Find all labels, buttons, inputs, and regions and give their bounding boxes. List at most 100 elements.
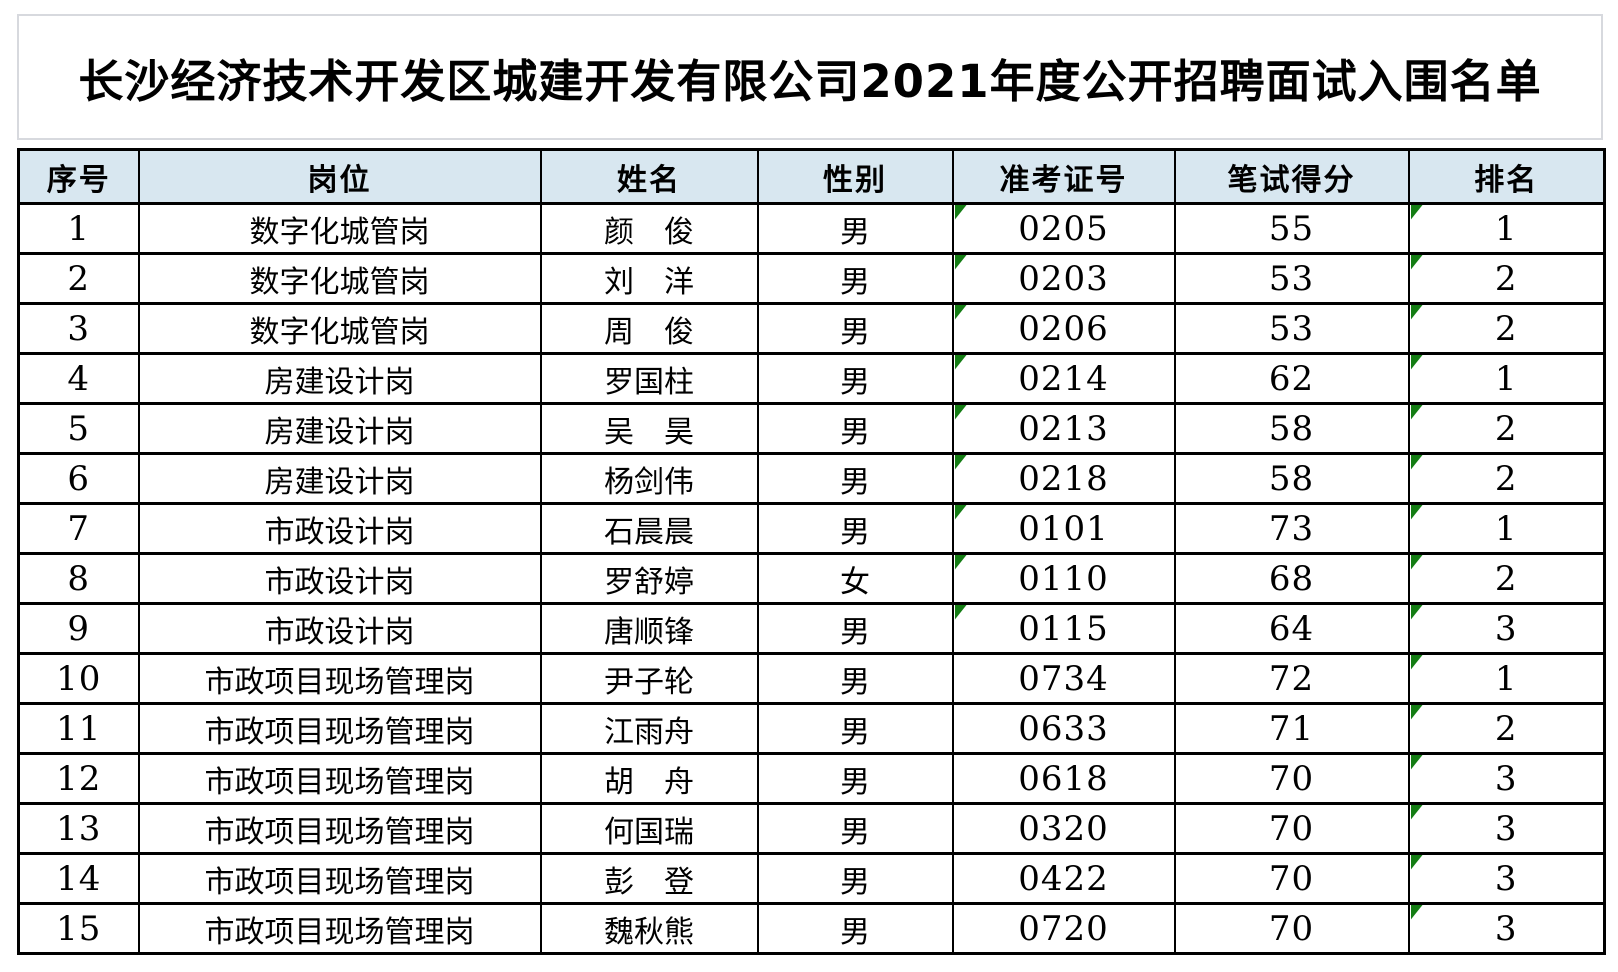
cell-ticket-text: 0422 [1018,858,1109,899]
header-row: 序号 岗位 姓名 性别 准考证号 笔试得分 排名 [17,148,1606,205]
cell-rank-text: 3 [1494,758,1518,799]
cell-rank: 1 [1407,202,1606,255]
cell-ticket-text: 0205 [1018,208,1109,249]
cell-gender: 男 [756,352,954,405]
cell-ticket-text: 0734 [1018,658,1109,699]
cell-index: 3 [17,302,140,355]
cell-index-text: 8 [67,558,91,599]
cell-position: 市政项目现场管理岗 [137,652,542,705]
column-header-rank: 排名 [1407,148,1606,205]
cell-rank: 1 [1407,652,1606,705]
cell-position: 房建设计岗 [137,452,542,505]
cell-score-text: 72 [1268,658,1315,699]
cell-position: 市政项目现场管理岗 [137,902,542,955]
cell-ticket: 0206 [951,302,1176,355]
cell-ticket-text: 0203 [1018,258,1109,299]
cell-position-text: 市政设计岗 [264,614,415,650]
cell-index-text: 14 [56,858,102,899]
cell-ticket-text: 0115 [1018,608,1109,649]
cell-score-text: 70 [1268,808,1315,849]
table-row: 8 市政设计岗 罗舒婷 女 0110 68 2 [17,552,1606,605]
cell-ticket: 0618 [951,752,1176,805]
cell-name: 颜 俊 [539,202,759,255]
cell-index: 2 [17,252,140,305]
cell-position-text: 房建设计岗 [264,364,415,400]
cell-name-text: 周 俊 [604,314,694,350]
cell-score-text: 62 [1268,358,1315,399]
cell-gender: 男 [756,702,954,755]
cell-score: 70 [1173,802,1410,855]
cell-score: 55 [1173,202,1410,255]
column-header-index: 序号 [17,148,140,205]
cell-name: 尹子轮 [539,652,759,705]
cell-score: 71 [1173,702,1410,755]
cell-gender-text: 男 [840,514,870,550]
cell-gender-text: 男 [840,364,870,400]
table-row: 11 市政项目现场管理岗 江雨舟 男 0633 71 2 [17,702,1606,755]
cell-score-text: 58 [1268,458,1315,499]
cell-gender-text: 男 [840,714,870,750]
cell-index: 6 [17,452,140,505]
cell-ticket-text: 0218 [1018,458,1109,499]
cell-index: 15 [17,902,140,955]
cell-error-marker-icon [1410,556,1423,570]
cell-name-text: 罗国柱 [604,364,694,400]
document-title-box: 长沙经济技术开发区城建开发有限公司2021年度公开招聘面试入围名单 [17,14,1603,140]
table-row: 4 房建设计岗 罗国柱 男 0214 62 1 [17,352,1606,405]
cell-name: 周 俊 [539,302,759,355]
cell-name: 何国瑞 [539,802,759,855]
cell-ticket: 0115 [951,602,1176,655]
cell-ticket-text: 0110 [1018,558,1109,599]
cell-index-text: 15 [56,908,102,949]
cell-ticket: 0203 [951,252,1176,305]
cell-gender: 男 [756,852,954,905]
table-row: 2 数字化城管岗 刘 洋 男 0203 53 2 [17,252,1606,305]
cell-index-text: 7 [67,508,91,549]
cell-error-marker-icon [1410,306,1423,320]
cell-index-text: 13 [56,808,102,849]
cell-score: 53 [1173,302,1410,355]
cell-index: 5 [17,402,140,455]
table-row: 6 房建设计岗 杨剑伟 男 0218 58 2 [17,452,1606,505]
column-header-gender: 性别 [756,148,954,205]
cell-gender-text: 男 [840,814,870,850]
cell-error-marker-icon [1410,806,1423,820]
cell-score-text: 73 [1268,508,1315,549]
cell-rank-text: 2 [1494,408,1518,449]
cell-rank-text: 3 [1494,858,1518,899]
cell-gender-text: 男 [840,914,870,950]
cell-index-text: 4 [67,358,91,399]
cell-ticket: 0633 [951,702,1176,755]
cell-index: 12 [17,752,140,805]
cell-gender: 男 [756,602,954,655]
cell-gender-text: 男 [840,464,870,500]
cell-gender: 男 [756,902,954,955]
cell-rank-text: 2 [1494,258,1518,299]
cell-error-marker-icon [954,606,967,620]
cell-position-text: 市政项目现场管理岗 [204,864,475,900]
cell-gender-text: 男 [840,864,870,900]
cell-name: 江雨舟 [539,702,759,755]
cell-rank: 2 [1407,702,1606,755]
cell-index-text: 2 [67,258,91,299]
cell-error-marker-icon [954,456,967,470]
cell-index-text: 10 [56,658,102,699]
cell-error-marker-icon [1410,406,1423,420]
cell-ticket: 0422 [951,852,1176,905]
cell-name: 罗国柱 [539,352,759,405]
cell-name-text: 杨剑伟 [604,464,694,500]
cell-index: 4 [17,352,140,405]
cell-position: 市政设计岗 [137,502,542,555]
table-row: 9 市政设计岗 唐顺锋 男 0115 64 3 [17,602,1606,655]
cell-position-text: 数字化城管岗 [249,264,430,300]
cell-position: 数字化城管岗 [137,252,542,305]
cell-rank: 1 [1407,352,1606,405]
cell-name-text: 尹子轮 [604,664,694,700]
cell-name-text: 唐顺锋 [604,614,694,650]
cell-position: 市政项目现场管理岗 [137,702,542,755]
cell-rank: 2 [1407,552,1606,605]
cell-rank: 1 [1407,502,1606,555]
cell-gender: 男 [756,802,954,855]
cell-name-text: 吴 昊 [604,414,694,450]
cell-score-text: 68 [1268,558,1315,599]
